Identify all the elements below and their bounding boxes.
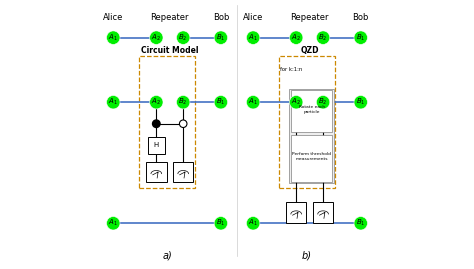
Circle shape (176, 95, 190, 109)
Text: Bob: Bob (353, 13, 369, 22)
Circle shape (354, 217, 367, 230)
Circle shape (290, 95, 303, 109)
Circle shape (354, 95, 367, 109)
FancyBboxPatch shape (290, 89, 334, 183)
Text: Circuit Model: Circuit Model (141, 47, 199, 55)
Circle shape (246, 31, 260, 44)
FancyBboxPatch shape (173, 162, 193, 182)
Text: $B_{1}$: $B_{1}$ (216, 97, 226, 107)
Text: Alice: Alice (103, 13, 123, 22)
Text: $B_{2}$: $B_{2}$ (319, 97, 328, 107)
Circle shape (150, 31, 163, 44)
Circle shape (176, 31, 190, 44)
Circle shape (316, 31, 330, 44)
Text: for k:1:n: for k:1:n (280, 67, 302, 72)
FancyBboxPatch shape (291, 134, 332, 182)
Text: Bob: Bob (213, 13, 229, 22)
FancyBboxPatch shape (313, 202, 333, 223)
Circle shape (246, 95, 260, 109)
Text: $A_{2}$: $A_{2}$ (292, 33, 301, 43)
FancyBboxPatch shape (291, 90, 332, 132)
Text: $A_{2}$: $A_{2}$ (292, 97, 301, 107)
Text: $A_{1}$: $A_{1}$ (248, 218, 258, 228)
Text: $A_{1}$: $A_{1}$ (109, 97, 118, 107)
FancyBboxPatch shape (286, 202, 306, 223)
FancyBboxPatch shape (148, 137, 165, 154)
Text: $B_{1}$: $B_{1}$ (356, 97, 365, 107)
Text: $B_{2}$: $B_{2}$ (179, 33, 188, 43)
Text: Repeater: Repeater (291, 13, 329, 22)
Circle shape (290, 31, 303, 44)
Circle shape (214, 95, 228, 109)
Circle shape (214, 31, 228, 44)
Circle shape (316, 95, 330, 109)
Text: $B_{1}$: $B_{1}$ (216, 218, 226, 228)
Text: $B_{2}$: $B_{2}$ (319, 33, 328, 43)
Text: $A_{1}$: $A_{1}$ (109, 218, 118, 228)
Circle shape (180, 120, 187, 128)
Text: Alice: Alice (243, 13, 264, 22)
Text: b): b) (302, 251, 312, 261)
Circle shape (214, 217, 228, 230)
Circle shape (107, 95, 120, 109)
Text: Rotate each
particle: Rotate each particle (299, 105, 325, 114)
Text: $B_{2}$: $B_{2}$ (179, 97, 188, 107)
Text: a): a) (162, 251, 172, 261)
Text: $B_{1}$: $B_{1}$ (216, 33, 226, 43)
Text: $A_{1}$: $A_{1}$ (248, 97, 258, 107)
Circle shape (107, 31, 120, 44)
Text: QZD: QZD (301, 47, 319, 55)
Circle shape (153, 120, 160, 128)
Text: $B_{1}$: $B_{1}$ (356, 218, 365, 228)
Text: H: H (154, 142, 159, 148)
Text: $B_{1}$: $B_{1}$ (356, 33, 365, 43)
Text: $A_{2}$: $A_{2}$ (151, 33, 161, 43)
FancyBboxPatch shape (146, 162, 166, 182)
Text: $A_{1}$: $A_{1}$ (109, 33, 118, 43)
Text: $A_{1}$: $A_{1}$ (248, 33, 258, 43)
Circle shape (107, 217, 120, 230)
Circle shape (354, 31, 367, 44)
Text: Perform threshold
measurements: Perform threshold measurements (292, 153, 331, 161)
Circle shape (150, 95, 163, 109)
Text: $A_{2}$: $A_{2}$ (151, 97, 161, 107)
Text: Repeater: Repeater (151, 13, 189, 22)
Circle shape (246, 217, 260, 230)
